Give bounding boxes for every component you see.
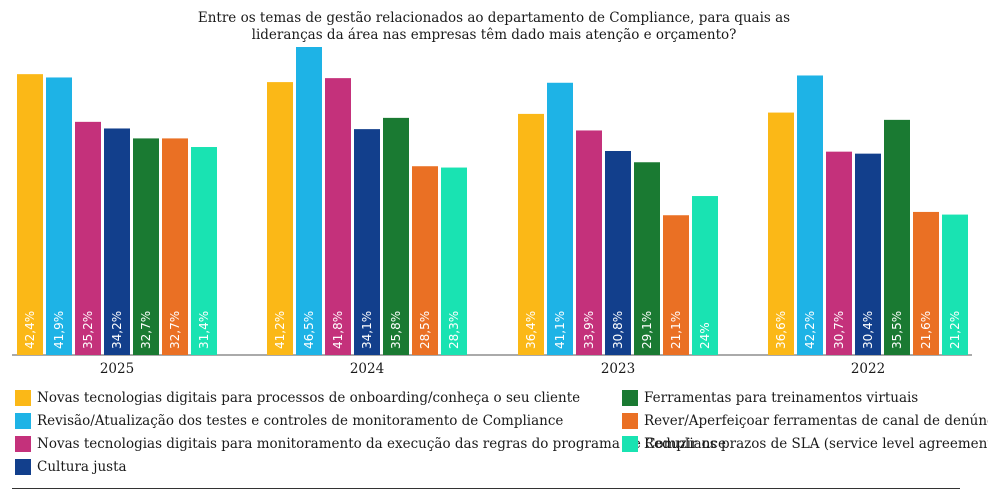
legend-swatch: [622, 390, 638, 406]
bar-value-label: 34,1%: [360, 311, 374, 349]
bar-value-label: 24%: [698, 322, 712, 349]
bar-2024-series-7: [441, 167, 467, 355]
bar-value-label: 28,5%: [418, 311, 432, 349]
bar-value-label: 36,4%: [524, 311, 538, 349]
bar-2022-series-5: [884, 119, 910, 355]
bar-value-label: 46,5%: [302, 311, 316, 349]
bar-value-label: 41,1%: [553, 311, 567, 349]
legend-swatch: [622, 436, 638, 452]
legend-item-3: Novas tecnologias digitais para monitora…: [15, 436, 726, 452]
bar-2024-series-6: [412, 166, 438, 355]
bar-2022-series-6: [913, 211, 939, 355]
bar-2025-series-1: [17, 74, 43, 356]
bar-2024-series-3: [325, 78, 351, 356]
bottom-divider: [12, 488, 960, 489]
bar-2025-series-2: [46, 77, 72, 356]
legend-label: Novas tecnologias digitais para monitora…: [37, 436, 726, 452]
legend-item-6: Rever/Aperfeiçoar ferramentas de canal d…: [622, 413, 988, 429]
bar-value-label: 30,4%: [861, 311, 875, 349]
bar-value-label: 28,3%: [447, 311, 461, 349]
bar-value-label: 31,4%: [197, 311, 211, 349]
bar-2022-series-3: [826, 151, 852, 355]
bar-value-label: 32,7%: [168, 311, 182, 349]
legend-label: Rever/Aperfeiçoar ferramentas de canal d…: [644, 413, 988, 429]
legend-item-1: Novas tecnologias digitais para processo…: [15, 390, 580, 406]
category-label-2023: 2023: [601, 361, 635, 377]
bar-value-label: 41,2%: [273, 311, 287, 349]
legend-item-7: Reduzir os prazos de SLA (service level …: [622, 436, 988, 452]
bar-value-label: 21,6%: [919, 311, 933, 349]
bars-group: 42,4% 41,9% 35,2% 34,2% 32,7% 32,7% 31,4% 41,2%…: [17, 47, 968, 356]
bar-2023-series-6: [663, 215, 689, 355]
category-labels-group: 2025 2024 2023 2022: [100, 361, 885, 377]
bar-2025-series-4: [104, 128, 130, 355]
chart-title-line-1: Entre os temas de gestão relacionados ao…: [197, 10, 791, 26]
bar-value-label: 35,8%: [389, 311, 403, 349]
bar-value-label: 36,6%: [774, 311, 788, 349]
bar-2023-series-2: [547, 82, 573, 356]
bar-2025-series-7: [191, 147, 217, 355]
legend-item-2: Revisão/Atualização dos testes e control…: [15, 413, 563, 429]
bar-2024-series-4: [354, 129, 380, 355]
legend-label: Novas tecnologias digitais para processo…: [37, 390, 581, 406]
bar-value-label: 35,5%: [890, 311, 904, 349]
bar-2024-series-2: [296, 47, 322, 355]
bar-value-label: 32,7%: [139, 311, 153, 349]
category-label-2024: 2024: [350, 361, 384, 377]
bar-2024-series-1: [267, 82, 293, 355]
bar-2023-series-4: [605, 150, 631, 355]
bar-2023-series-5: [634, 162, 660, 355]
bar-2024-series-5: [383, 117, 409, 356]
legend-swatch: [15, 390, 31, 406]
bar-value-label: 35,2%: [81, 311, 95, 349]
bar-value-label: 41,8%: [331, 311, 345, 349]
bar-value-label: 34,2%: [110, 311, 124, 349]
legend-item-4: Cultura justa: [15, 459, 127, 475]
bar-value-label: 41,9%: [52, 311, 66, 349]
bar-value-label: 33,9%: [582, 311, 596, 349]
legend-label: Cultura justa: [37, 459, 127, 475]
bar-value-label: 42,2%: [803, 311, 817, 349]
chart-title: Entre os temas de gestão relacionados ao…: [0, 10, 988, 44]
legend-swatch: [15, 459, 31, 475]
bar-2025-series-3: [75, 121, 101, 355]
bar-value-label: 21,2%: [948, 311, 962, 349]
legend-label: Ferramentas para treinamentos virtuais: [644, 390, 919, 406]
legend-item-5: Ferramentas para treinamentos virtuais: [622, 390, 918, 406]
bar-2022-series-1: [768, 112, 794, 356]
bar-value-label: 21,1%: [669, 311, 683, 349]
bar-2022-series-2: [797, 75, 823, 355]
legend-label: Reduzir os prazos de SLA (service level …: [644, 436, 988, 452]
bar-2025-series-6: [162, 138, 188, 355]
bar-value-label: 30,8%: [611, 311, 625, 349]
chart-title-line-2: lideranças da área nas empresas têm dado…: [251, 27, 737, 43]
bar-2023-series-7: [692, 196, 718, 355]
legend-label: Revisão/Atualização dos testes e control…: [37, 413, 564, 429]
category-label-2025: 2025: [100, 361, 134, 377]
bar-value-label: 30,7%: [832, 311, 846, 349]
bar-2023-series-1: [518, 113, 544, 355]
bar-2025-series-5: [133, 138, 159, 355]
legend-swatch: [622, 413, 638, 429]
legend-swatch: [15, 413, 31, 429]
bar-2022-series-4: [855, 153, 881, 355]
bar-2022-series-7: [942, 214, 968, 355]
category-label-2022: 2022: [851, 361, 885, 377]
bar-2023-series-3: [576, 130, 602, 355]
legend-swatch: [15, 436, 31, 452]
bar-value-label: 42,4%: [23, 311, 37, 349]
bar-value-label: 29,1%: [640, 311, 654, 349]
